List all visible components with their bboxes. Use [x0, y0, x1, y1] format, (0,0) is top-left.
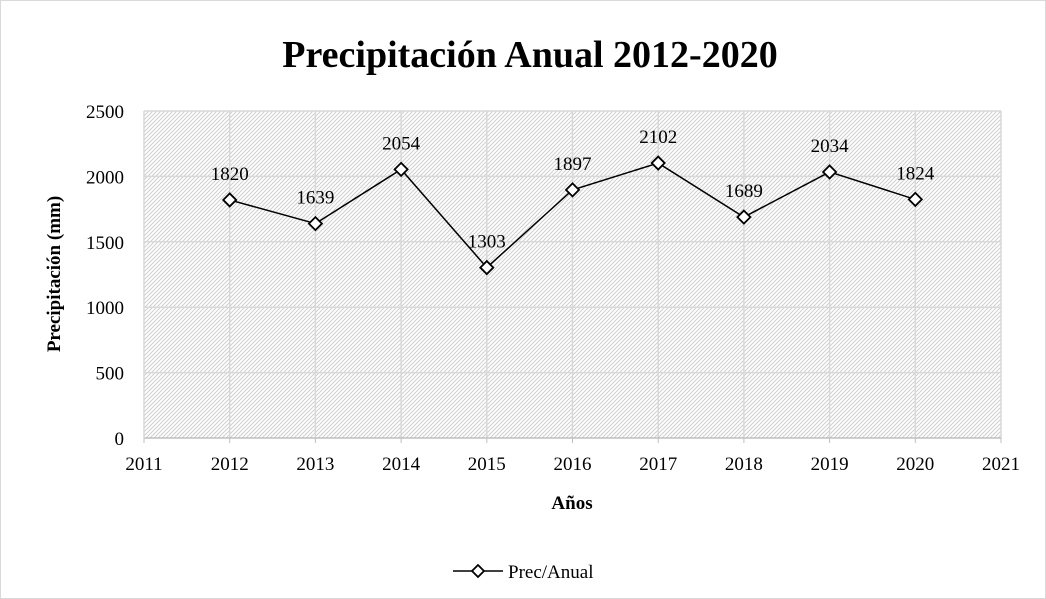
x-tick-labels: 2011 2012 2013 2014 2015 2016 2017 2018 2019 2020…: [125, 454, 1020, 475]
data-label: 1820: [211, 164, 249, 185]
y-tick-label: 2500: [86, 102, 124, 123]
x-tick-label: 2013: [296, 454, 334, 475]
x-tick-label: 2021: [982, 454, 1020, 475]
data-point-marker: [736, 209, 752, 225]
data-label: 1303: [468, 232, 506, 253]
y-axis-label: Precipitación (mm): [44, 196, 65, 352]
y-tick-label: 1500: [86, 233, 124, 254]
data-point-marker: [479, 259, 495, 276]
series-markers: [221, 155, 924, 276]
data-point-marker: [650, 155, 666, 171]
x-tick-label: 2016: [554, 454, 592, 475]
y-tick-label: 2000: [86, 167, 124, 188]
y-tick-label: 0: [115, 429, 125, 450]
data-label: 1897: [554, 154, 592, 175]
data-point-marker: [821, 164, 838, 180]
data-label: 2102: [639, 127, 677, 148]
chart-title: Precipitación Anual 2012-2020: [282, 34, 777, 76]
x-axis-label: Años: [551, 493, 592, 514]
y-tick-label: 500: [96, 364, 125, 385]
data-label: 2034: [811, 136, 850, 157]
y-tick-labels: 0 500 1000 1500 2000 2500: [86, 102, 124, 450]
legend: Prec/Anual: [453, 562, 593, 583]
legend-diamond-marker: [470, 563, 486, 579]
data-labels: 1820 1639 2054 1303 1897 2102 1689 2034 1824: [211, 127, 935, 253]
y-tick-label: 1000: [86, 298, 124, 319]
x-tick-label: 2014: [382, 454, 421, 475]
x-tick-label: 2018: [725, 454, 763, 475]
data-point-marker: [907, 191, 924, 208]
data-point-marker: [221, 192, 238, 208]
data-label: 2054: [382, 133, 421, 154]
x-tick-label: 2012: [211, 454, 249, 475]
data-point-marker: [307, 215, 324, 232]
x-tick-label: 2011: [125, 454, 162, 475]
data-label: 1639: [296, 188, 334, 209]
data-label: 1689: [725, 181, 763, 202]
legend-label: Prec/Anual: [508, 562, 593, 583]
x-tick-label: 2019: [811, 454, 849, 475]
data-point-marker: [393, 161, 409, 178]
data-label: 1824: [896, 163, 935, 184]
axes: [143, 111, 1002, 443]
x-tick-label: 2015: [468, 454, 506, 475]
x-tick-label: 2017: [639, 454, 677, 475]
data-point-marker: [564, 182, 581, 198]
x-tick-label: 2020: [896, 454, 934, 475]
